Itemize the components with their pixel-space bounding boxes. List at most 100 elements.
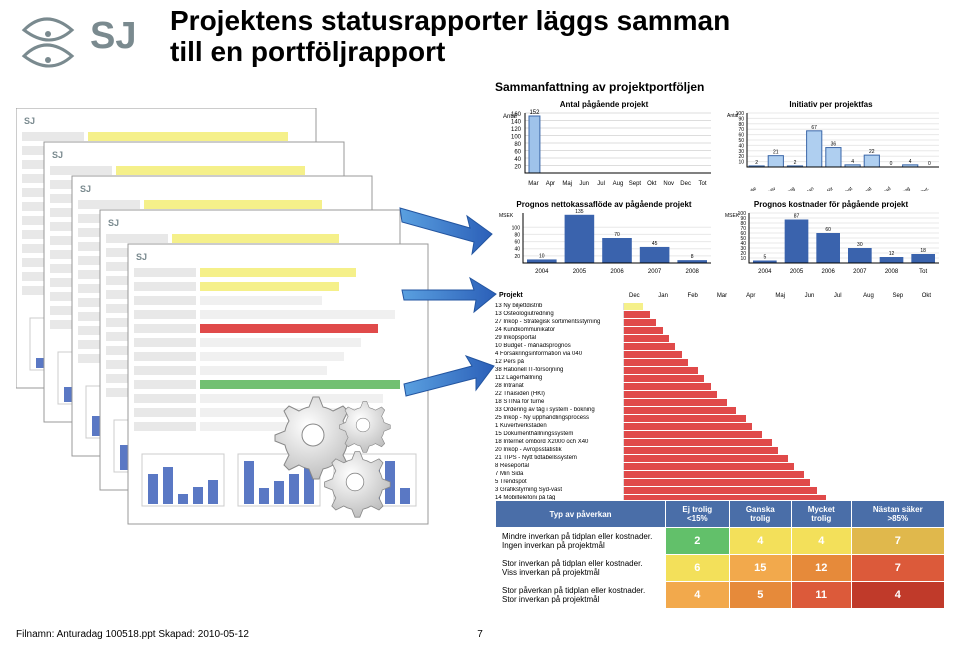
matrix-col4: Nästan säker>85% bbox=[851, 501, 944, 528]
gantt-row: 8 Reseportal bbox=[495, 462, 945, 470]
gantt-row: 38 Rationell IT-försörjning bbox=[495, 366, 945, 374]
svg-text:Feb: Feb bbox=[688, 293, 699, 299]
svg-text:0: 0 bbox=[928, 161, 931, 167]
svg-text:Dec: Dec bbox=[629, 293, 640, 299]
svg-text:Sept: Sept bbox=[629, 181, 642, 187]
gantt-row: 10 Budget - månadsprognos bbox=[495, 342, 945, 350]
svg-text:Tot: Tot bbox=[699, 181, 707, 187]
gantt-row: 27 Inköp - Strategisk sortimentsstyrning bbox=[495, 318, 945, 326]
chart-ongoing-title: Antal pågående projekt bbox=[497, 100, 711, 109]
svg-text:Jul: Jul bbox=[597, 181, 605, 187]
page-number: 7 bbox=[477, 629, 483, 640]
matrix-col1: Ej trolig<15% bbox=[666, 501, 730, 528]
svg-text:MSEK: MSEK bbox=[499, 213, 514, 219]
svg-text:Test: Test bbox=[843, 186, 854, 191]
svg-text:Genomför: Genomför bbox=[814, 186, 835, 191]
svg-text:4: 4 bbox=[909, 159, 912, 165]
svg-text:2005: 2005 bbox=[573, 269, 587, 275]
gantt-row: 25 Inköp - Ny upphandlingsprocess bbox=[495, 414, 945, 422]
svg-text:Tot: Tot bbox=[919, 269, 927, 275]
svg-text:100: 100 bbox=[512, 225, 521, 231]
matrix-row: Mindre inverkan på tidplan eller kostnad… bbox=[496, 528, 945, 555]
svg-text:18: 18 bbox=[920, 248, 926, 254]
svg-text:Aug: Aug bbox=[863, 293, 874, 299]
svg-text:80: 80 bbox=[514, 142, 521, 148]
gantt-row: 18 Internet ombord X2000 och X40 bbox=[495, 438, 945, 446]
svg-text:60: 60 bbox=[825, 227, 831, 233]
svg-text:2008: 2008 bbox=[686, 269, 700, 275]
svg-text:Forstudie: Forstudie bbox=[738, 186, 758, 191]
svg-text:2: 2 bbox=[755, 160, 758, 166]
svg-text:Avslutad: Avslutad bbox=[874, 186, 893, 191]
slide-title-line2: till en portföljrapport bbox=[170, 37, 730, 68]
risk-matrix: Typ av påverkan Ej trolig<15% Ganskatrol… bbox=[495, 500, 945, 609]
svg-text:60: 60 bbox=[514, 150, 521, 156]
svg-text:100: 100 bbox=[511, 135, 522, 141]
svg-text:Utredning: Utredning bbox=[776, 186, 797, 191]
portfolio-summary: Sammanfattning av projektportföljen Anta… bbox=[495, 80, 945, 620]
svg-text:2: 2 bbox=[794, 160, 797, 166]
svg-text:67: 67 bbox=[811, 125, 817, 131]
svg-text:Jun: Jun bbox=[579, 181, 589, 187]
svg-text:Antal: Antal bbox=[503, 114, 517, 120]
gantt-row: 20 Inköp - Avropsstatistik bbox=[495, 446, 945, 454]
svg-text:Övr.: Övr. bbox=[919, 185, 931, 191]
svg-text:Antal: Antal bbox=[727, 113, 738, 119]
svg-text:SJ: SJ bbox=[90, 15, 136, 57]
svg-text:2005: 2005 bbox=[790, 269, 804, 275]
matrix-col0: Typ av påverkan bbox=[496, 501, 666, 528]
svg-text:Mar: Mar bbox=[528, 181, 538, 187]
svg-text:Jul: Jul bbox=[834, 293, 842, 299]
gantt-row: 13 Osteologiutredning bbox=[495, 310, 945, 318]
svg-text:2004: 2004 bbox=[535, 269, 549, 275]
chart-ongoing: Antal pågående projekt 16014012010080604… bbox=[495, 98, 713, 194]
svg-text:Maj: Maj bbox=[775, 293, 785, 299]
matrix-col3: Myckettrolig bbox=[791, 501, 851, 528]
gears-icon bbox=[265, 380, 415, 535]
gantt-row: 3 Grafikstyrning Syd-väst bbox=[495, 486, 945, 494]
chart-cost: Prognos kostnader för pågående projekt 1… bbox=[721, 198, 941, 282]
chart-phase-title: Initiativ per projektfas bbox=[723, 100, 939, 109]
svg-text:5: 5 bbox=[763, 255, 766, 261]
gantt-row: 33 Ordering av tåg i system - bokning bbox=[495, 406, 945, 414]
svg-text:120: 120 bbox=[511, 127, 522, 133]
gantt-row: 7 Min Sida bbox=[495, 470, 945, 478]
chart-netcash: Prognos nettokassaflöde av pågående proj… bbox=[495, 198, 713, 282]
gantt-row: 21 TIPS - Nytt tidtabellssystem bbox=[495, 454, 945, 462]
svg-text:SJ: SJ bbox=[80, 184, 91, 194]
svg-text:Dec: Dec bbox=[680, 181, 691, 187]
matrix-row: Stor påverkan på tidplan eller kostnader… bbox=[496, 582, 945, 609]
svg-text:Projekt: Projekt bbox=[499, 292, 523, 299]
svg-text:Jun: Jun bbox=[805, 293, 815, 299]
svg-text:40: 40 bbox=[514, 157, 521, 163]
svg-text:SJ: SJ bbox=[24, 116, 35, 126]
gantt-row: 18 STINa för turne bbox=[495, 398, 945, 406]
svg-text:Direktiv: Direktiv bbox=[760, 186, 777, 191]
svg-text:70: 70 bbox=[614, 232, 620, 238]
svg-text:0: 0 bbox=[890, 161, 893, 167]
svg-text:21: 21 bbox=[773, 150, 779, 156]
portfolio-title: Sammanfattning av projektportföljen bbox=[495, 80, 945, 94]
svg-text:20: 20 bbox=[514, 165, 521, 171]
svg-text:4: 4 bbox=[851, 159, 854, 165]
svg-text:40: 40 bbox=[514, 247, 520, 253]
gantt-row: 13 Ny biljettdistrib bbox=[495, 302, 945, 310]
svg-text:2008: 2008 bbox=[885, 269, 899, 275]
gantt-row: 28 Intranät bbox=[495, 382, 945, 390]
gantt-row: 29 Inköpsportal bbox=[495, 334, 945, 342]
gantt-row: 4 Försäkringsinformation via 040 bbox=[495, 350, 945, 358]
gantt-row: 22 Thaisiden (HKI) bbox=[495, 390, 945, 398]
chart-netcash-title: Prognos nettokassaflöde av pågående proj… bbox=[497, 200, 711, 209]
svg-text:2006: 2006 bbox=[821, 269, 835, 275]
svg-text:45: 45 bbox=[652, 241, 658, 247]
svg-text:Aug: Aug bbox=[613, 181, 624, 187]
svg-text:152: 152 bbox=[529, 110, 540, 116]
svg-text:80: 80 bbox=[514, 232, 520, 238]
gantt-row: 12 Pers på bbox=[495, 358, 945, 366]
svg-text:Jan: Jan bbox=[658, 293, 668, 299]
gantt-row: 1 Kuvertverkstaden bbox=[495, 422, 945, 430]
svg-text:Apr: Apr bbox=[746, 293, 755, 299]
svg-text:30: 30 bbox=[857, 242, 863, 248]
svg-text:Sep: Sep bbox=[892, 293, 903, 299]
svg-text:Okt: Okt bbox=[922, 293, 932, 299]
